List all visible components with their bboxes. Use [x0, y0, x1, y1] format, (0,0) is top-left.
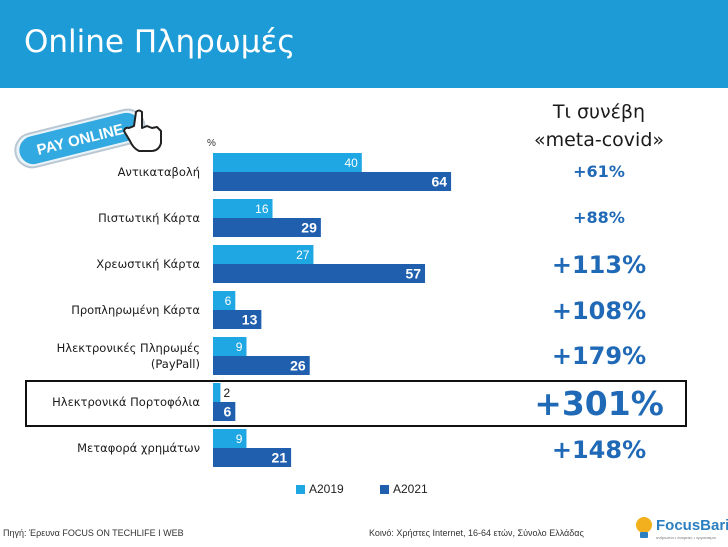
category-label: Ηλεκτρονικές Πληρωμές — [57, 341, 200, 355]
footer-base: Κοινό: Χρήστες Internet, 16-64 ετών, Σύν… — [369, 528, 584, 538]
meta-covid-line2: «meta-covid» — [533, 129, 665, 151]
data-label: 40 — [344, 156, 358, 170]
data-label: 26 — [290, 358, 306, 374]
change-credit-card: +88% — [573, 208, 625, 227]
bar-a2019 — [213, 291, 236, 310]
bar-a2021 — [213, 402, 236, 421]
highlight-box — [25, 380, 687, 427]
data-label: 64 — [432, 174, 448, 190]
bar-a2021 — [213, 356, 310, 375]
data-label: 13 — [242, 312, 258, 328]
meta-covid-header: Τι συνέβη «meta-covid» — [520, 98, 678, 154]
data-label: 9 — [236, 340, 243, 354]
legend-label-a2021: A2021 — [393, 482, 428, 496]
change-e-wallets: +301% — [534, 384, 664, 423]
data-label: 2 — [223, 386, 230, 400]
page-title: Online Πληρωμές — [24, 24, 296, 60]
bar-a2019 — [213, 429, 247, 448]
data-label: 6 — [225, 294, 232, 308]
brand-bulb-icon — [636, 517, 652, 538]
brand-tagline: ανθρωποι • εταιρειες • οργανισμοι — [656, 535, 716, 540]
brand-name: FocusBari — [656, 517, 728, 534]
bar-a2021 — [213, 218, 321, 237]
data-label: 29 — [301, 220, 317, 236]
legend-a2021: A2021 — [380, 482, 428, 496]
change-prepaid-card: +108% — [551, 297, 647, 325]
legend-label-a2019: A2019 — [309, 482, 344, 496]
bar-a2021 — [213, 264, 426, 283]
change-antikatavoli: +61% — [573, 162, 625, 181]
data-label: 9 — [236, 432, 243, 446]
category-label: (PayPall) — [151, 357, 200, 371]
category-label: Χρεωστική Κάρτα — [96, 257, 200, 271]
data-label: 16 — [255, 202, 269, 216]
bar-a2021 — [213, 448, 292, 467]
bar-a2019 — [213, 383, 221, 402]
legend-swatch-a2021 — [380, 484, 389, 494]
change-e-payments: +179% — [551, 342, 647, 370]
bar-a2021 — [213, 172, 452, 191]
change-debit-card: +113% — [551, 251, 647, 279]
category-label: Αντικαταβολή — [118, 165, 200, 179]
pay-online-icon: PAY ONLINE — [14, 108, 162, 169]
category-label: Προπληρωμένη Κάρτα — [71, 303, 200, 317]
category-label: Πιστωτική Κάρτα — [98, 211, 200, 225]
footer-source: Πηγή: Έρευνα FOCUS ON TECHLIFE I WEB — [3, 528, 184, 538]
change-money-transfer: +148% — [551, 436, 647, 464]
brand-logo: FocusBari ανθρωποι • εταιρειες • οργανισ… — [634, 515, 728, 545]
axis-unit-label: % — [207, 138, 216, 149]
meta-covid-line1: Τι συνέβη — [552, 101, 646, 123]
header-bar: Online Πληρωμές — [0, 0, 728, 88]
bar-a2019 — [213, 153, 362, 172]
bar-a2019 — [213, 337, 247, 356]
category-label: Μεταφορά χρημάτων — [77, 441, 200, 455]
data-label: 57 — [405, 266, 421, 282]
bar-a2019 — [213, 245, 314, 264]
legend-a2019: A2019 — [296, 482, 344, 496]
data-label: 21 — [272, 450, 288, 466]
bar-a2021 — [213, 310, 262, 329]
legend-swatch-a2019 — [296, 484, 305, 494]
data-label: 6 — [224, 404, 232, 420]
category-label: Ηλεκτρονικά Πορτοφόλια — [52, 395, 200, 409]
bar-a2019 — [213, 199, 273, 218]
data-label: 27 — [296, 248, 310, 262]
